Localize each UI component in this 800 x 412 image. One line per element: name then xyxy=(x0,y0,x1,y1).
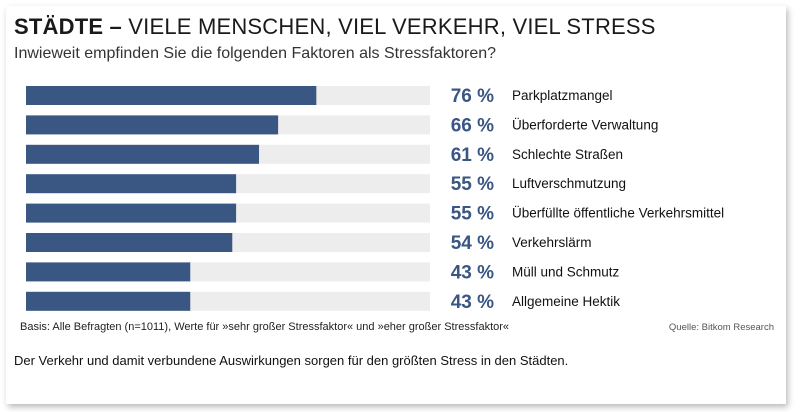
title-rest: VIELE MENSCHEN, VIEL VERKEHR, VIEL STRES… xyxy=(121,14,656,39)
basis-note: Basis: Alle Befragten (n=1011), Werte fü… xyxy=(20,321,510,333)
value-label: 43 % xyxy=(451,262,494,283)
title-bold: STÄDTE – xyxy=(14,14,122,39)
category-label: Überforderte Verwaltung xyxy=(512,117,658,132)
bar-group: 43 % Allgemeine Hektik xyxy=(26,291,620,313)
category-label: Allgemeine Hektik xyxy=(512,294,620,309)
bar xyxy=(26,291,191,311)
bar-group: 55 % Überfüllte öffentliche Verkehrsmitte… xyxy=(26,203,724,225)
bar-group: 66 % Überforderte Verwaltung xyxy=(26,115,658,136)
value-label: 54 % xyxy=(451,233,494,254)
bar xyxy=(26,144,260,164)
category-label: Luftverschmutzung xyxy=(512,176,626,191)
bar xyxy=(26,174,237,194)
category-label: Verkehrslärm xyxy=(512,235,592,250)
bar-group: 76 % Parkplatzmangel xyxy=(26,86,613,107)
value-label: 66 % xyxy=(451,115,494,136)
source-note: Quelle: Bitkom Research xyxy=(668,322,774,333)
category-label: Schlechte Straßen xyxy=(512,147,623,162)
category-label: Müll und Schmutz xyxy=(512,264,620,279)
bar-group: 43 % Müll und Schmutz xyxy=(26,262,620,283)
value-label: 76 % xyxy=(451,86,494,107)
bar xyxy=(26,233,233,252)
bar xyxy=(26,86,317,105)
chart-subtitle: Inwieweit empfinden Sie die folgenden Fa… xyxy=(14,45,497,62)
value-label: 55 % xyxy=(451,174,494,195)
chart-caption: Der Verkehr und damit verbundene Auswirk… xyxy=(14,353,569,368)
bar xyxy=(26,262,191,282)
chart-title: STÄDTE – VIELE MENSCHEN, VIEL VERKEHR, V… xyxy=(14,14,656,40)
category-label: Überfüllte öffentliche Verkehrsmittel xyxy=(512,206,724,221)
bar-group: 61 % Schlechte Straßen xyxy=(26,144,623,166)
bar xyxy=(26,203,237,223)
bar-group: 55 % Luftverschmutzung xyxy=(26,174,626,195)
value-label: 55 % xyxy=(451,204,494,225)
value-label: 43 % xyxy=(451,292,494,313)
bar xyxy=(26,115,279,135)
value-label: 61 % xyxy=(451,145,494,166)
category-label: Parkplatzmangel xyxy=(512,88,613,103)
bar-group: 54 % Verkehrslärm xyxy=(26,233,592,254)
